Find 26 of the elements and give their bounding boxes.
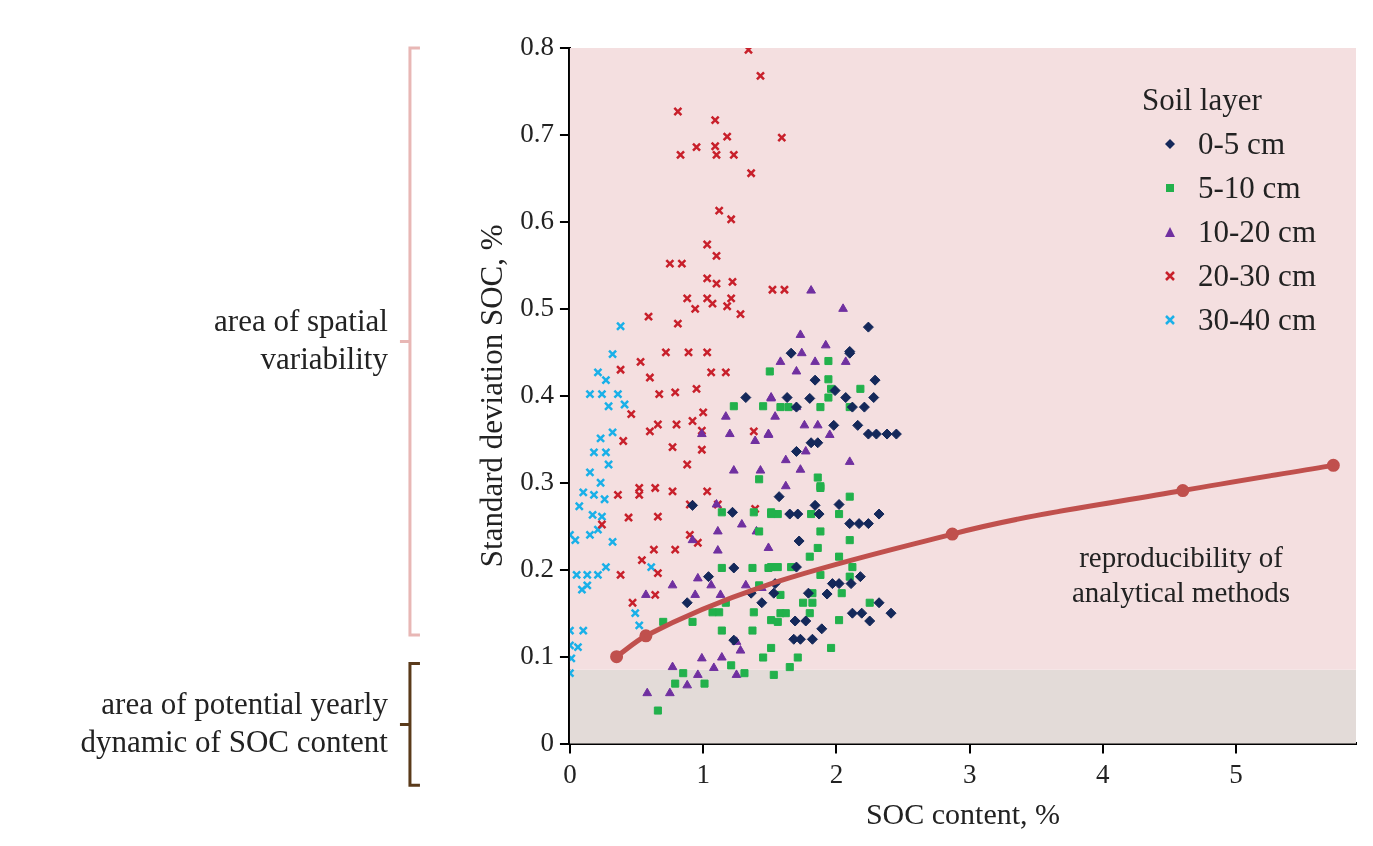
x-tick-label: 0 <box>563 758 577 789</box>
text: area of spatial variability <box>214 302 389 376</box>
y-tick-label: 0.6 <box>520 204 554 235</box>
y-tick-label: 0.3 <box>520 465 554 496</box>
x-axis-title: SOC content, % <box>865 796 1061 830</box>
y-tick-label: 0.8 <box>520 31 554 62</box>
text: area of potential yearly dynamic of SOC content <box>80 685 389 759</box>
legend-title: Soil layer <box>1142 81 1263 119</box>
y-tick-label: 0 <box>540 726 554 757</box>
legend-label: 5-10 cm <box>1198 169 1301 207</box>
legend-label: 10-20 cm <box>1198 213 1316 251</box>
legend-label: 20-30 cm <box>1198 257 1316 295</box>
legend-label: 30-40 cm <box>1198 301 1316 339</box>
x-tick-label: 1 <box>696 758 710 789</box>
y-axis-title: Standard deviation SOC, % <box>473 224 509 568</box>
x-tick-label: 5 <box>1229 758 1243 789</box>
x-tick-label: 3 <box>962 758 977 789</box>
x-tick-label: 4 <box>1096 758 1111 789</box>
y-tick-label: 0.4 <box>520 378 555 409</box>
y-tick-label: 0.1 <box>520 639 554 670</box>
y-tick-label: 0.2 <box>520 552 554 583</box>
annotation: reproducibility of analytical methods <box>1071 540 1291 608</box>
x-tick-label: 2 <box>829 758 844 789</box>
y-tick-label: 0.7 <box>520 118 554 149</box>
y-tick-label: 0.5 <box>520 291 554 322</box>
legend-label: 0-5 cm <box>1198 125 1285 163</box>
